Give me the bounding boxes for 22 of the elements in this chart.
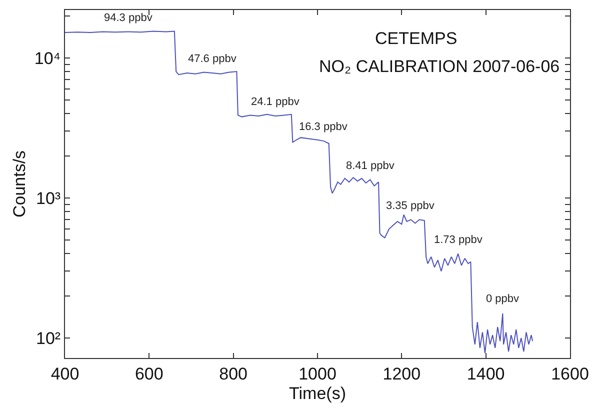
text: CETEMPS — [375, 29, 458, 48]
annotation: 1.73 ppbv — [434, 234, 483, 246]
y-tick-label: 10³ — [36, 188, 61, 208]
x-tick-label: 1000 — [298, 364, 336, 384]
y-axis-title: Counts/s — [10, 150, 29, 218]
annotation: 0 ppbv — [486, 293, 520, 305]
annotation: 47.6 ppbv — [188, 53, 237, 65]
x-tick-label: 1600 — [551, 364, 589, 384]
x-axis-title: Time(s) — [289, 384, 346, 403]
annotation: 24.1 ppbv — [251, 96, 300, 108]
annotation: 16.3 ppbv — [299, 121, 348, 133]
annotation: 94.3 ppbv — [104, 12, 153, 24]
text: NO₂ CALIBRATION 2007-06-06 — [319, 57, 560, 76]
x-tick-label: 1400 — [466, 364, 505, 384]
annotation: 8.41 ppbv — [346, 160, 395, 172]
x-tick-label: 800 — [219, 364, 248, 384]
y-tick-label: 10² — [36, 328, 61, 348]
annotation: 3.35 ppbv — [386, 200, 435, 212]
x-tick-label: 400 — [50, 364, 80, 384]
x-tick-label: 600 — [134, 364, 164, 384]
y-tick-label: 10⁴ — [34, 48, 61, 68]
x-tick-label: 1200 — [382, 364, 421, 384]
